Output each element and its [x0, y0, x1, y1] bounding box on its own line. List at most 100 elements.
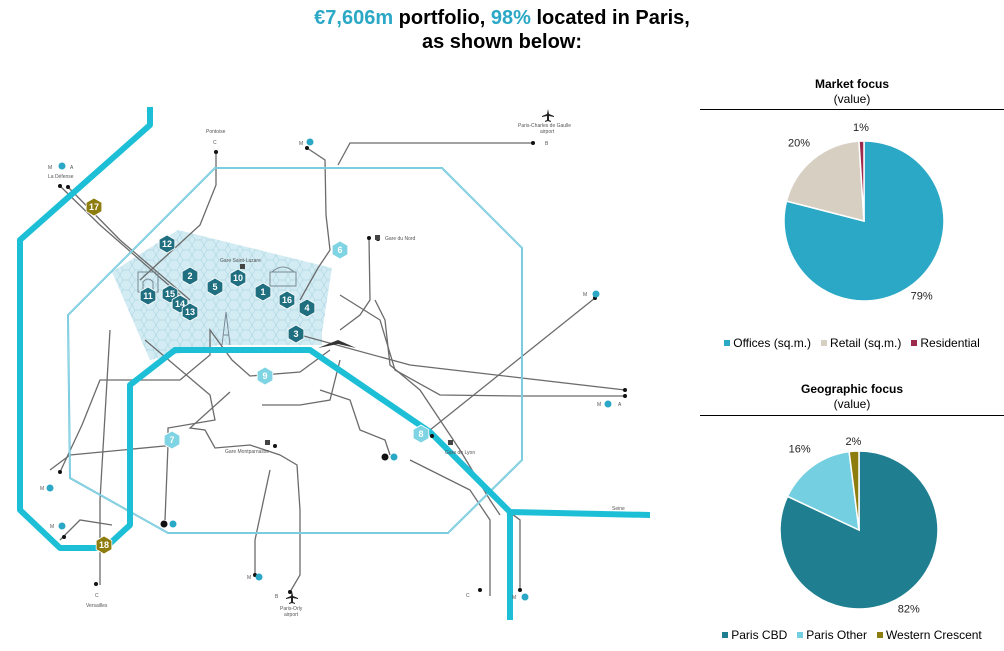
- cbd-zone-texture: [112, 230, 332, 360]
- metro-markers: [46, 138, 612, 601]
- eiffel-tower-icon: [221, 311, 231, 346]
- market-focus-data-label: 79%: [911, 290, 933, 302]
- asset-marker-label: 1: [260, 287, 265, 297]
- market-focus-title: Market focus: [814, 77, 890, 91]
- paris-share: 98%: [490, 7, 531, 29]
- label-c-se: C: [466, 593, 470, 599]
- label-m-east2: M: [597, 402, 601, 408]
- label-b-north: B: [545, 141, 549, 147]
- title-text-2: located in Paris,: [530, 7, 690, 29]
- asset-marker-label: 9: [262, 371, 267, 381]
- airplane-icon: [542, 109, 554, 122]
- asset-marker-6: 6: [331, 240, 349, 260]
- geographic-focus-rule: [700, 415, 1004, 416]
- geographic-focus-data-label: 82%: [898, 604, 920, 616]
- asset-marker-10: 10: [229, 268, 247, 288]
- asset-marker-5: 5: [206, 277, 224, 297]
- geographic-focus-legend-item: Paris CBD: [722, 628, 787, 642]
- title-text-1: portfolio,: [393, 7, 491, 29]
- asset-marker-label: 5: [212, 282, 217, 292]
- market-focus-slice-2: [785, 140, 865, 222]
- asset-marker-label: 8: [418, 429, 423, 439]
- legend-label: Western Crescent: [885, 628, 982, 642]
- geographic-focus-legend-item: Paris Other: [797, 628, 867, 642]
- market-focus-slice-3: [858, 140, 865, 222]
- asset-marker-label: 3: [293, 329, 298, 339]
- asset-marker-13: 13: [181, 302, 199, 322]
- market-focus-header: Market focus (value): [700, 77, 1004, 107]
- market-focus-subtitle: (value): [833, 92, 871, 106]
- asset-marker-label: 11: [143, 291, 153, 301]
- market-focus-legend-item: Retail (sq.m.): [821, 336, 901, 350]
- metro-lines: [17, 107, 651, 620]
- title-line-2: as shown below:: [421, 31, 583, 53]
- geographic-focus-title: Geographic focus: [800, 382, 904, 396]
- legend-swatch: [821, 340, 828, 346]
- market-focus-legend-item: Offices (sq.m.): [724, 336, 811, 350]
- asset-marker-8: 8: [412, 424, 430, 444]
- portfolio-value: €7,606m: [314, 7, 394, 29]
- geographic-focus-subtitle: (value): [833, 397, 871, 411]
- label-m-south: M: [247, 575, 251, 581]
- asset-marker-4: 4: [298, 298, 316, 318]
- asset-marker-7: 7: [163, 430, 181, 450]
- title-line-1: €7,606m portfolio, 98% located in Paris,: [0, 6, 1004, 30]
- asset-marker-label: 15: [165, 289, 175, 299]
- legend-label: Offices (sq.m.): [733, 336, 812, 350]
- asset-marker-label: 18: [99, 540, 109, 550]
- geographic-focus-legend-item: Western Crescent: [876, 628, 982, 642]
- label-versailles: Versailles: [86, 603, 108, 609]
- asset-marker-label: 12: [162, 239, 172, 249]
- asset-marker-17: 17: [85, 197, 103, 217]
- legend-label: Paris CBD: [731, 628, 788, 642]
- legend-swatch: [724, 340, 731, 346]
- label-pontoise: Pontoise: [206, 129, 226, 135]
- asset-marker-label: 16: [282, 295, 292, 305]
- label-m-se: M: [512, 595, 516, 601]
- label-a-east: A: [618, 402, 622, 408]
- asset-marker-label: 6: [337, 245, 342, 255]
- legend-label: Retail (sq.m.): [830, 336, 902, 350]
- label-b-south: B: [275, 594, 279, 600]
- label-c-sw: C: [95, 593, 99, 599]
- airplane-icon: [286, 591, 298, 604]
- geographic-focus-data-label: 16%: [789, 443, 811, 455]
- geographic-focus-data-label: 2%: [845, 436, 861, 448]
- geographic-focus-slice-3: [848, 450, 860, 531]
- market-focus-data-label: 1%: [853, 122, 869, 134]
- asset-marker-9: 9: [256, 366, 274, 386]
- asset-marker-11: 11: [139, 286, 157, 306]
- asset-marker-16: 16: [278, 290, 296, 310]
- label-seine: Seine: [612, 506, 625, 512]
- legend-swatch: [876, 632, 883, 638]
- label-gare-lyon: Gare de Lyon: [445, 450, 475, 456]
- market-focus-legend-item: Residential: [911, 336, 980, 350]
- geographic-focus-legend: Paris CBD Paris Other Western Crescent: [700, 628, 1004, 642]
- label-gare-montparnasse: Gare Montparnasse: [225, 449, 269, 455]
- asset-marker-label: 7: [169, 435, 174, 445]
- station-dots: [58, 141, 627, 594]
- market-focus-pie: 79% 20% 1%: [783, 122, 945, 302]
- asset-marker-18: 18: [95, 535, 113, 555]
- bridge-icon: [318, 340, 356, 348]
- label-orly-airport: airport: [284, 612, 299, 618]
- asset-marker-label: 17: [89, 202, 99, 212]
- asset-marker-label: 10: [233, 273, 243, 283]
- legend-label: Residential: [920, 336, 980, 350]
- legend-swatch: [797, 632, 804, 638]
- label-gare-saint-lazare: Gare Saint-Lazare: [220, 258, 261, 264]
- asset-marker-1: 1: [254, 282, 272, 302]
- paris-map: Pontoise C Paris-Charles de Gaulle airpo…: [17, 107, 651, 620]
- asset-marker-3: 3: [287, 324, 305, 344]
- asset-marker-label: 14: [175, 299, 185, 309]
- label-a-west: A: [70, 165, 74, 171]
- label-gare-nord: Gare du Nord: [385, 236, 416, 242]
- label-m-sw: M: [40, 486, 44, 492]
- asset-marker-label: 4: [304, 303, 309, 313]
- label-m-north: M: [299, 141, 303, 147]
- asset-marker-label: 13: [185, 307, 195, 317]
- asset-marker-label: 2: [187, 271, 192, 281]
- geographic-focus-slice-2: [786, 450, 860, 532]
- label-cdg-airport: airport: [540, 129, 555, 135]
- boundary-rings: [66, 167, 523, 534]
